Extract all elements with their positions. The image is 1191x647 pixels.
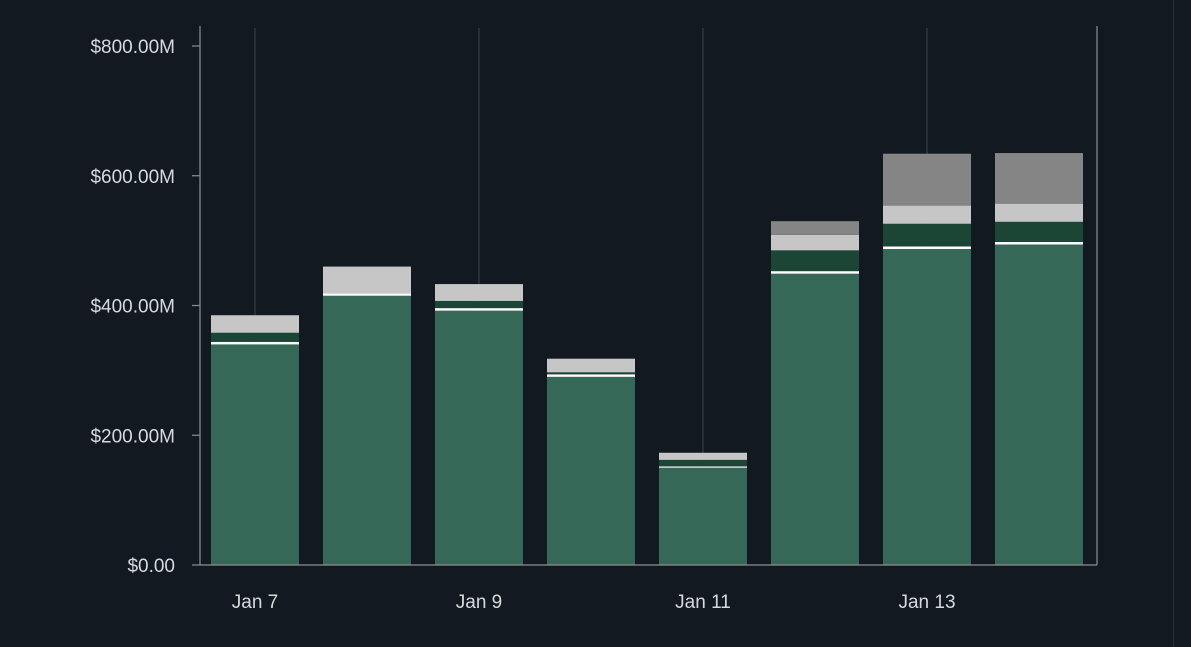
bar-segment: [547, 374, 635, 377]
bar-stack: [211, 315, 299, 565]
bar-segment: [659, 466, 747, 468]
bar-segment: [659, 459, 747, 467]
bar-stack: [659, 452, 747, 565]
bar-segment: [211, 341, 299, 345]
bar-segment: [883, 223, 971, 247]
bar-segment: [995, 153, 1083, 204]
bar-segment: [883, 249, 971, 565]
bars: [211, 153, 1083, 565]
x-tick-labels: Jan 7 Jan 9 Jan 11 Jan 13: [232, 592, 956, 613]
bar-segment: [771, 234, 859, 251]
axes: [192, 26, 1098, 566]
bar-segment: [659, 467, 747, 565]
x-tick-label: Jan 13: [898, 592, 955, 613]
x-tick-label: Jan 11: [675, 592, 731, 613]
bar-segment: [995, 221, 1083, 242]
bar-segment: [323, 293, 411, 296]
bar-segment: [211, 344, 299, 565]
bar-stack: [323, 266, 411, 565]
x-tick-label: Jan 7: [232, 592, 278, 613]
y-tick-label: $600.00M: [90, 167, 175, 188]
bar-segment: [435, 300, 523, 309]
y-tick-label: $400.00M: [90, 297, 175, 318]
y-tick-label: $200.00M: [90, 426, 175, 447]
bar-segment: [547, 376, 635, 565]
bar-segment: [883, 246, 971, 250]
y-tick-labels: $0.00 $200.00M $400.00M $600.00M $800.00M: [90, 37, 175, 577]
bar-segment: [211, 332, 299, 342]
bar-segment: [771, 271, 859, 274]
y-tick-label: $0.00: [127, 556, 175, 577]
x-tick-label: Jan 9: [456, 592, 502, 613]
bar-segment: [883, 153, 971, 206]
bar-stack: [883, 153, 971, 565]
bar-segment: [995, 244, 1083, 565]
bar-segment: [883, 205, 971, 224]
bar-segment: [211, 315, 299, 333]
bar-segment: [435, 310, 523, 565]
bar-stack: [771, 221, 859, 565]
bar-segment: [771, 221, 859, 235]
bar-stack: [995, 153, 1083, 565]
bar-segment: [995, 241, 1083, 245]
bar-segment: [771, 273, 859, 565]
y-tick-label: $800.00M: [90, 37, 175, 58]
bar-segment: [547, 372, 635, 375]
bar-segment: [435, 308, 523, 311]
bar-segment: [323, 266, 411, 294]
bar-stack: [547, 358, 635, 565]
bar-stack: [435, 284, 523, 565]
bar-segment: [995, 203, 1083, 222]
bar-segment: [323, 295, 411, 565]
bar-segment: [547, 358, 635, 373]
bar-segment: [771, 250, 859, 272]
bar-segment: [435, 284, 523, 301]
bar-segment: [659, 452, 747, 460]
